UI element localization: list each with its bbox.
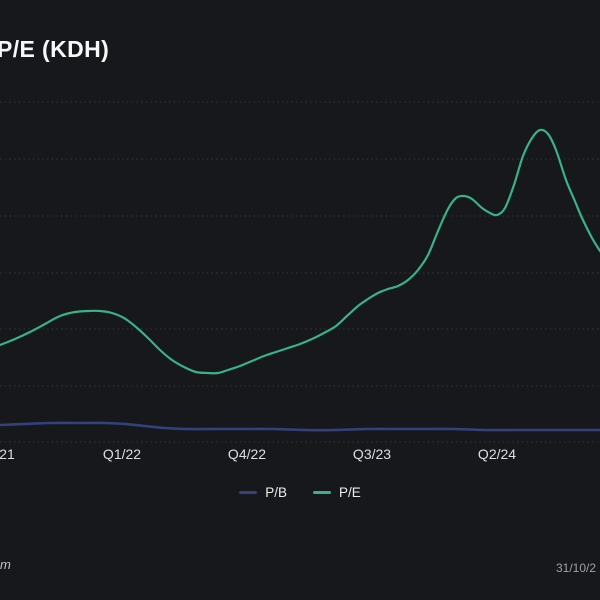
series-line-pb	[0, 421, 600, 432]
x-axis-label: Q3/23	[352, 446, 392, 462]
legend-item-pb[interactable]: P/B	[239, 485, 287, 500]
series-line-pe	[0, 128, 600, 375]
watermark: m	[0, 557, 11, 572]
x-axis-label: Q4/22	[227, 446, 267, 462]
x-axis-label: 21	[0, 446, 15, 462]
legend-swatch-pb	[239, 491, 258, 494]
legend-label: P/B	[265, 485, 287, 500]
footer-date: 31/10/2	[556, 561, 597, 575]
legend-swatch-pe	[313, 491, 331, 494]
legend-item-pe[interactable]: P/E	[313, 485, 361, 500]
x-axis-label: Q1/22	[102, 446, 142, 462]
legend-label: P/E	[339, 485, 361, 500]
x-axis-label: Q2/24	[477, 446, 517, 462]
chart-title: P/E (KDH)	[0, 36, 110, 62]
chart-legend: P/B P/E	[0, 485, 600, 500]
